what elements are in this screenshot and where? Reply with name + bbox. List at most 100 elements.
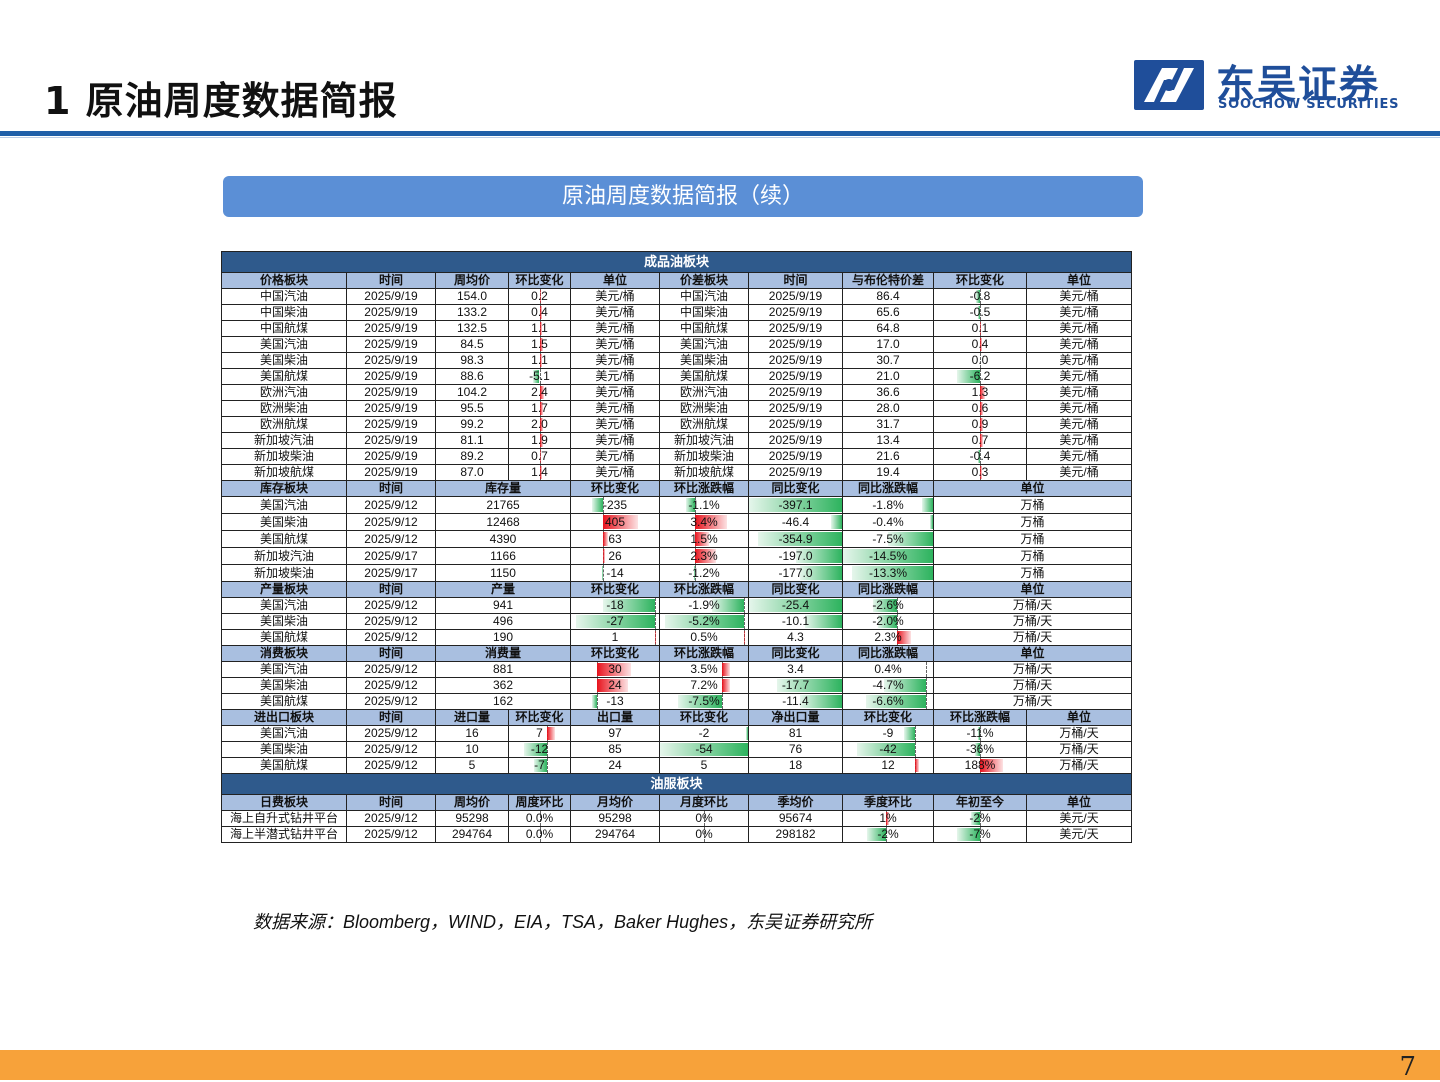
- column-header: 同比涨跌幅: [843, 481, 934, 497]
- cell-text: 81.1: [460, 433, 483, 447]
- table-cell: 19.4: [843, 465, 934, 481]
- table-cell: 万桶/天: [1027, 758, 1132, 774]
- table-cell: 美国柴油: [222, 614, 347, 630]
- column-header: 同比涨跌幅: [843, 646, 934, 662]
- cell-text: 价格板块: [260, 273, 308, 287]
- table-cell: 3.4%: [660, 514, 749, 531]
- cell-text: 362: [493, 678, 513, 692]
- cell-text: 库存量: [485, 481, 521, 495]
- cell-text: 10: [465, 742, 478, 756]
- bar-axis: [547, 758, 548, 773]
- cell-text: 美国柴油: [680, 353, 728, 367]
- table-cell: 美元/桶: [1027, 337, 1132, 353]
- column-header: 月均价: [571, 795, 660, 811]
- cell-text: -5.1: [529, 369, 550, 383]
- cell-text: 美国航煤: [260, 758, 308, 772]
- cell-text: 24: [608, 758, 621, 772]
- table-cell: 24: [571, 758, 660, 774]
- table-cell: 1150: [436, 565, 571, 582]
- cell-text: 162: [493, 694, 513, 708]
- bar-axis: [655, 598, 656, 613]
- bar-axis: [926, 662, 927, 677]
- cell-text: -7.5%: [688, 694, 719, 708]
- table-cell: 2025/9/12: [347, 742, 436, 758]
- cell-text: 2025/9/19: [769, 321, 822, 335]
- table-cell: 12468: [436, 514, 571, 531]
- table-cell: 新加坡航煤: [660, 465, 749, 481]
- table-cell: 16: [436, 726, 509, 742]
- cell-text: 294764: [595, 827, 635, 841]
- column-header: 周均价: [436, 795, 509, 811]
- cell-text: 单位: [1067, 710, 1091, 724]
- cell-text: 2025/9/19: [364, 337, 417, 351]
- table-cell: 294764: [436, 827, 509, 843]
- table-cell: 4390: [436, 531, 571, 548]
- cell-text: 美元/桶: [1059, 385, 1098, 399]
- cell-text: 欧洲柴油: [260, 401, 308, 415]
- table-cell: -13.3%: [843, 565, 934, 582]
- cell-text: 美国航煤: [260, 532, 308, 546]
- cell-text: 美元/桶: [595, 289, 634, 303]
- table-cell: 0%: [660, 811, 749, 827]
- table-cell: 298182: [749, 827, 843, 843]
- table-cell: 美元/桶: [571, 433, 660, 449]
- cell-text: 2025/9/19: [769, 385, 822, 399]
- cell-text: 95298: [598, 811, 631, 825]
- cell-text: 新加坡汽油: [254, 549, 314, 563]
- table-cell: 2025/9/19: [347, 289, 436, 305]
- cell-text: 2025/9/19: [769, 289, 822, 303]
- data-bar: [722, 679, 730, 692]
- cell-text: -2%: [877, 827, 898, 841]
- cell-text: 美元/桶: [1059, 433, 1098, 447]
- column-header: 时间: [347, 582, 436, 598]
- cell-text: 环比涨跌幅: [674, 481, 734, 495]
- table-cell: 81.1: [436, 433, 509, 449]
- table-cell: 190: [436, 630, 571, 646]
- table-cell: 美元/桶: [1027, 433, 1132, 449]
- table-cell: 美国汽油: [222, 598, 347, 614]
- company-logo: 东吴证券 SOOCHOW SECURITIES: [1132, 56, 1402, 116]
- bar-axis: [603, 565, 604, 581]
- table-cell: 欧洲汽油: [660, 385, 749, 401]
- table-cell: 2025/9/19: [347, 337, 436, 353]
- cell-text: -27: [606, 614, 623, 628]
- cell-text: 0.2: [531, 289, 548, 303]
- table-cell: 2025/9/12: [347, 514, 436, 531]
- cell-text: 2025/9/19: [364, 289, 417, 303]
- table-cell: 7.2%: [660, 678, 749, 694]
- table-cell: 美元/桶: [1027, 289, 1132, 305]
- cell-text: -9: [883, 726, 894, 740]
- cell-text: 单位: [603, 273, 627, 287]
- cell-text: 89.2: [460, 449, 483, 463]
- table-cell: 95674: [749, 811, 843, 827]
- cell-text: 美元/桶: [1059, 401, 1098, 415]
- cell-text: 单位: [1021, 646, 1045, 660]
- cell-text: -0.4%: [872, 515, 903, 529]
- cell-text: 95298: [455, 811, 488, 825]
- bar-axis: [655, 630, 656, 645]
- cell-text: 1.3: [972, 385, 989, 399]
- table-cell: 1.9: [509, 433, 571, 449]
- cell-text: -12: [531, 742, 548, 756]
- column-header: 月度环比: [660, 795, 749, 811]
- cell-text: 30: [608, 662, 621, 676]
- cell-text: 美国柴油: [260, 678, 308, 692]
- cell-text: 中国航煤: [260, 321, 308, 335]
- cell-text: 190: [493, 630, 513, 644]
- cell-text: 881: [493, 662, 513, 676]
- cell-text: 2025/9/19: [364, 305, 417, 319]
- table-cell: 美元/桶: [571, 465, 660, 481]
- cell-text: 1166: [490, 549, 516, 563]
- cell-text: -1.1%: [688, 498, 719, 512]
- cell-text: 万桶/天: [1013, 614, 1052, 628]
- soochow-logo-icon: [1132, 58, 1206, 112]
- table-cell: 万桶/天: [934, 694, 1132, 710]
- table-cell: -12: [509, 742, 571, 758]
- cell-text: 净出口量: [771, 710, 819, 724]
- cell-text: 0.4: [972, 337, 989, 351]
- table-cell: 2025/9/12: [347, 758, 436, 774]
- cell-text: 海上半潜式钻井平台: [230, 827, 338, 841]
